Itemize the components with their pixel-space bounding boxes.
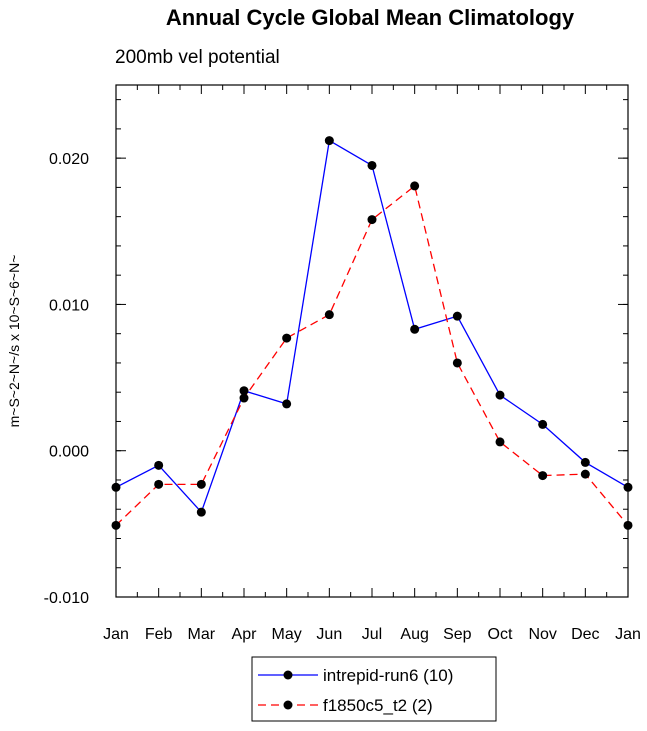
x-tick-label: Dec xyxy=(571,626,599,643)
series-layer xyxy=(111,136,633,530)
x-tick-label: Feb xyxy=(145,626,173,643)
y-tick-label: 0.010 xyxy=(49,297,89,314)
series-1-point xyxy=(367,160,377,170)
series-2-point xyxy=(282,333,292,343)
x-tick-label: Jan xyxy=(103,626,129,643)
legend-label-series-2: f1850c5_t2 (2) xyxy=(323,696,433,715)
y-tick-label: -0.010 xyxy=(44,590,89,607)
legend-box xyxy=(251,656,497,722)
series-line-1 xyxy=(115,139,629,514)
y-tick-label: 0.020 xyxy=(49,151,89,168)
series-2-point xyxy=(239,393,249,403)
series-2-point xyxy=(367,215,377,225)
series-2-point xyxy=(111,520,121,530)
series-1-point xyxy=(239,386,249,396)
axis-ticks xyxy=(115,85,629,598)
x-tick-label: Jan xyxy=(615,626,641,643)
y-axis-title: m~S~2~N~/s x 10~S~6~N~ xyxy=(6,255,22,428)
series-2-point xyxy=(452,358,462,368)
series-2-point xyxy=(196,479,206,489)
series-1-point xyxy=(452,311,462,321)
legend-marker-series-1 xyxy=(283,670,293,680)
series-2-point xyxy=(154,479,164,489)
legend-marker-series-2 xyxy=(283,700,293,710)
series-1-point xyxy=(196,507,206,517)
series-2-point xyxy=(623,520,633,530)
y-tick-label: 0.000 xyxy=(49,444,89,461)
series-1-point xyxy=(410,324,420,334)
series-2-point xyxy=(580,469,590,479)
x-tick-labels: Jan Feb Mar Apr May Jun Jul Aug Sep Oct Nov Dec Jan xyxy=(103,626,641,643)
chart-title: Annual Cycle Global Mean Climatology xyxy=(166,5,575,30)
series-line-2 xyxy=(115,184,629,526)
x-tick-label: May xyxy=(272,626,302,643)
x-tick-label: Jul xyxy=(362,626,382,643)
series-1-point xyxy=(538,419,548,429)
x-tick-label: Nov xyxy=(528,626,556,643)
series-1-point xyxy=(111,482,121,492)
x-tick-label: Jun xyxy=(316,626,342,643)
x-tick-label: Apr xyxy=(232,626,258,643)
series-1-point xyxy=(495,390,505,400)
series-2-point xyxy=(410,181,420,191)
x-tick-label: Sep xyxy=(443,626,472,643)
chart-subtitle: 200mb vel potential xyxy=(115,47,280,68)
series-2-point xyxy=(495,437,505,447)
x-tick-label: Mar xyxy=(188,626,216,643)
series-2-point xyxy=(324,310,334,320)
series-1-point xyxy=(282,399,292,409)
legend-label-series-1: intrepid-run6 (10) xyxy=(323,666,453,685)
legend: intrepid-run6 (10) f1850c5_t2 (2) xyxy=(251,656,497,722)
y-tick-labels: -0.010 0.000 0.010 0.020 xyxy=(44,151,89,607)
series-2-point xyxy=(538,471,548,481)
series-1-point xyxy=(324,136,334,146)
x-tick-label: Oct xyxy=(488,626,513,643)
series-1-point xyxy=(580,457,590,467)
series-1-point xyxy=(154,460,164,470)
series-1-point xyxy=(623,482,633,492)
x-tick-label: Aug xyxy=(400,626,428,643)
